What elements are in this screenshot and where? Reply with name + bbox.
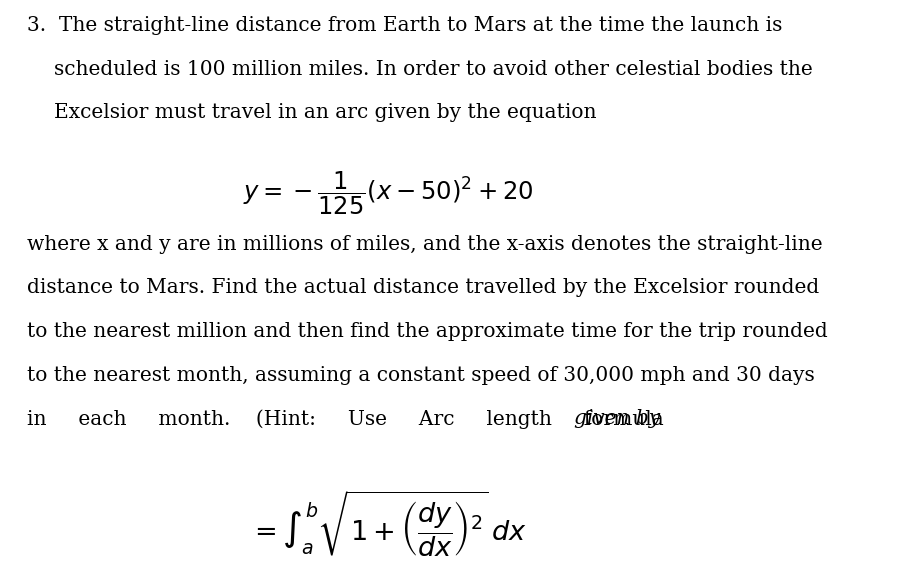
Text: $= \int_{a}^{b} \sqrt{1 + \left(\dfrac{dy}{dx}\right)^2}\, dx$: $= \int_{a}^{b} \sqrt{1 + \left(\dfrac{d… <box>249 488 527 559</box>
Text: 3.  The straight-line distance from Earth to Mars at the time the launch is: 3. The straight-line distance from Earth… <box>27 16 783 35</box>
Text: where x and y are in millions of miles, and the x-axis denotes the straight-line: where x and y are in millions of miles, … <box>27 235 823 253</box>
Text: to the nearest million and then find the approximate time for the trip rounded: to the nearest million and then find the… <box>27 322 828 341</box>
Text: scheduled is 100 million miles. In order to avoid other celestial bodies the: scheduled is 100 million miles. In order… <box>54 60 813 79</box>
Text: to the nearest month, assuming a constant speed of 30,000 mph and 30 days: to the nearest month, assuming a constan… <box>27 366 815 384</box>
Text: given by: given by <box>574 409 660 429</box>
Text: $y = -\dfrac{1}{125}(x - 50)^2 + 20$: $y = -\dfrac{1}{125}(x - 50)^2 + 20$ <box>243 169 533 217</box>
Text: in     each     month.    (Hint:     Use     Arc     length     formula: in each month. (Hint: Use Arc length for… <box>27 409 670 429</box>
Text: distance to Mars. Find the actual distance travelled by the Excelsior rounded: distance to Mars. Find the actual distan… <box>27 278 819 297</box>
Text: Excelsior must travel in an arc given by the equation: Excelsior must travel in an arc given by… <box>54 103 597 122</box>
